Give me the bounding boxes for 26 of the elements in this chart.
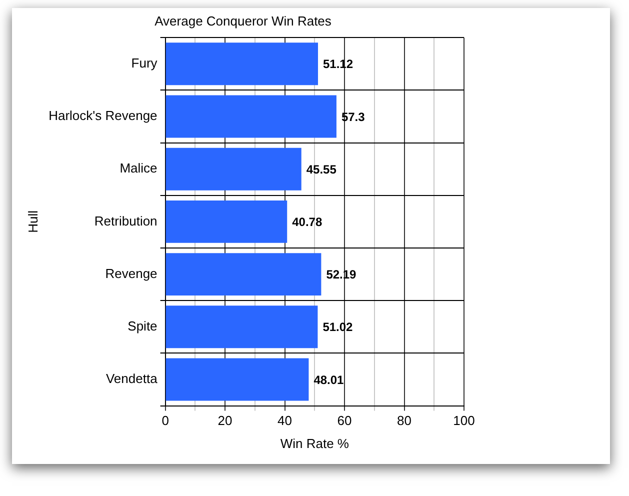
y-tick-label: Fury: [131, 55, 158, 70]
x-tick-label: 40: [278, 413, 292, 428]
x-tick-label: 0: [162, 413, 169, 428]
x-tick-label: 20: [218, 413, 232, 428]
y-tick-label: Spite: [128, 318, 158, 334]
bar: [166, 148, 302, 190]
bar: [166, 95, 336, 138]
bar: [166, 200, 288, 243]
y-tick-label: Retribution: [94, 213, 158, 228]
x-tick-label: 60: [337, 413, 352, 428]
y-tick-label: Malice: [120, 160, 158, 176]
x-axis-title: Win Rate %: [280, 436, 350, 451]
data-label: 48.01: [314, 372, 344, 387]
x-tick-label: 80: [397, 413, 412, 428]
y-axis-title: Hull: [25, 210, 40, 233]
x-tick-label: 100: [453, 413, 475, 428]
bar: [166, 306, 318, 348]
y-tick-label: Harlock's Revenge: [48, 108, 158, 124]
chart-title: Average Conqueror Win Rates: [154, 13, 332, 28]
bar: [166, 42, 318, 86]
data-label: 45.55: [306, 162, 337, 176]
y-tick-label: Revenge: [105, 266, 158, 281]
bar: [166, 253, 322, 296]
bar: [166, 358, 309, 401]
y-tick-label: Vendetta: [106, 371, 158, 386]
data-label: 40.78: [292, 215, 322, 230]
